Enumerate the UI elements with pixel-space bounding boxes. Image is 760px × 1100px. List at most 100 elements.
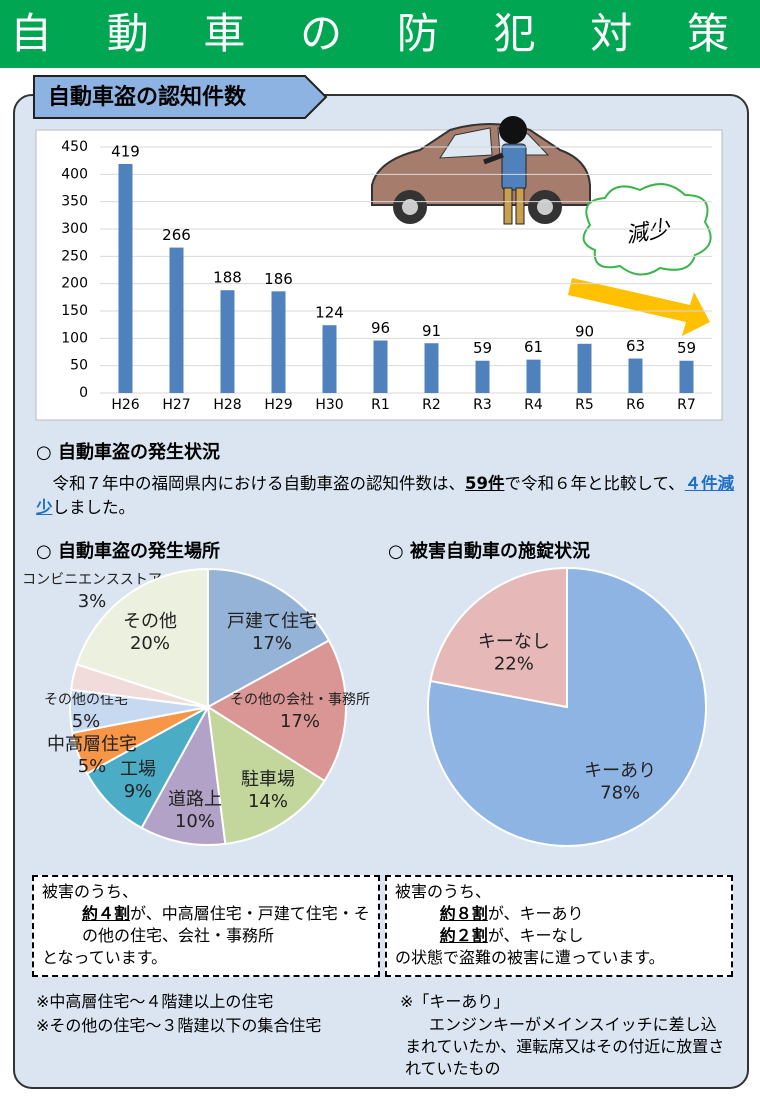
data-label: 419 xyxy=(111,142,140,160)
emphasis: 約４割 xyxy=(82,904,131,923)
section-heading: ○ 自動車盗の発生状況 xyxy=(36,442,220,463)
bar xyxy=(118,163,133,393)
slice-value: 17% xyxy=(280,711,320,732)
slice-label: その他 xyxy=(123,611,177,632)
x-tick-label: R5 xyxy=(575,397,594,413)
car-illustration xyxy=(371,116,591,225)
note-title: ※「キーあり」 xyxy=(400,992,510,1011)
pie-slice xyxy=(207,567,331,709)
x-tick-label: H30 xyxy=(315,397,343,413)
bar xyxy=(628,358,643,393)
x-tick-label: H27 xyxy=(162,397,190,413)
slice-label: 道路上 xyxy=(168,789,222,810)
slice-value: 3% xyxy=(78,591,107,612)
box-line: 約２割が、キーなし xyxy=(395,925,723,947)
slice-label: 中高層住宅 xyxy=(47,734,137,755)
slice-value: 5% xyxy=(78,756,107,777)
text: が、キーあり xyxy=(487,904,584,923)
y-tick-label: 50 xyxy=(70,358,88,374)
slice-value: 17% xyxy=(252,633,292,654)
box-intro: 被害のうち、 xyxy=(42,882,139,901)
x-tick-label: H26 xyxy=(111,397,139,413)
status-paragraph: 令和７年中の福岡県内における自動車盗の認知件数は、59件で令和６年と比較して、４… xyxy=(36,472,736,520)
slice-value: 10% xyxy=(175,811,215,832)
slice-label: その他の会社・事務所 xyxy=(230,692,370,708)
text: 令和７年中の福岡県内における自動車盗の認知件数は、 xyxy=(52,474,466,493)
x-tick-label: H28 xyxy=(213,397,241,413)
y-tick-label: 300 xyxy=(61,221,88,237)
slice-label: 戸建て住宅 xyxy=(227,611,317,632)
bar xyxy=(526,359,541,393)
x-tick-label: R3 xyxy=(473,397,492,413)
bar xyxy=(373,340,388,393)
bar xyxy=(679,360,694,393)
slice-label: その他の住宅 xyxy=(44,692,128,708)
emphasis: 59件 xyxy=(465,474,505,493)
text: が、キーなし xyxy=(487,926,584,945)
slice-value: 78% xyxy=(600,782,640,803)
x-tick-label: R7 xyxy=(677,397,696,413)
y-tick-label: 150 xyxy=(61,303,88,319)
x-tick-label: R2 xyxy=(422,397,441,413)
slice-value: 5% xyxy=(72,711,101,732)
y-tick-label: 250 xyxy=(61,248,88,264)
bar xyxy=(424,343,439,393)
summary-box: 被害のうち、 約４割が、中高層住宅・戸建て住宅・その他の住宅、会社・事務所 とな… xyxy=(32,875,380,977)
x-tick-label: H29 xyxy=(264,397,292,413)
data-label: 96 xyxy=(371,319,390,337)
data-label: 61 xyxy=(524,338,543,356)
emphasis: ４件減少 xyxy=(36,474,735,517)
arrow xyxy=(568,278,710,336)
pie-slice xyxy=(140,703,227,846)
data-label: 59 xyxy=(677,339,696,357)
note-text: エンジンキーがメインスイッチに差し込まれていたか、運転席又はその付近に放置されて… xyxy=(405,1015,725,1078)
data-label: 90 xyxy=(575,322,594,340)
slice-label: 駐車場 xyxy=(241,769,295,790)
box-line: 約８割が、キーあり xyxy=(395,903,723,925)
text: で令和６年と比較して、 xyxy=(504,474,685,493)
page-title: 自動車の防犯対策 xyxy=(10,9,750,58)
box-intro: 被害のうち、 xyxy=(395,882,492,901)
y-tick-label: 450 xyxy=(61,139,88,155)
bar xyxy=(322,325,337,393)
box-outro: となっています。 xyxy=(42,948,168,967)
y-tick-label: 350 xyxy=(61,194,88,210)
bar xyxy=(577,343,592,393)
bar xyxy=(169,247,184,393)
data-label: 59 xyxy=(473,339,492,357)
note: ※中高層住宅～４階建以上の住宅 xyxy=(36,992,274,1011)
text: が、中高層住宅・戸建て住宅・その他の住宅、会社・事務所 xyxy=(82,904,370,945)
slice-value: 22% xyxy=(494,654,534,675)
bar xyxy=(220,290,235,393)
pie-slice xyxy=(429,566,568,709)
pie-title: ○ 被害自動車の施錠状況 xyxy=(388,541,590,562)
pie-title: ○ 自動車盗の発生場所 xyxy=(36,541,220,562)
data-label: 266 xyxy=(162,226,191,244)
bar xyxy=(475,360,490,393)
box-outro: の状態で盗難の被害に遭っています。 xyxy=(395,948,665,967)
x-tick-label: R4 xyxy=(524,397,543,413)
slice-label: コンビニエンスストア xyxy=(22,572,162,588)
pie-slice xyxy=(75,567,209,709)
pie-slice xyxy=(206,705,326,846)
x-tick-label: R1 xyxy=(371,397,390,413)
data-label: 188 xyxy=(213,269,242,287)
summary-box: 被害のうち、 約８割が、キーあり 約２割が、キーなし の状態で盗難の被害に遭って… xyxy=(385,875,733,977)
tab xyxy=(33,75,328,119)
y-tick-label: 200 xyxy=(61,276,88,292)
box-text: 約４割が、中高層住宅・戸建て住宅・その他の住宅、会社・事務所 xyxy=(42,903,370,947)
data-label: 124 xyxy=(315,304,344,322)
data-label: 186 xyxy=(264,270,293,288)
tab-title: 自動車盗の認知件数 xyxy=(48,84,247,110)
emphasis: 約２割 xyxy=(439,926,488,945)
pie-slice xyxy=(206,639,347,783)
slice-label: キーなし xyxy=(478,632,550,653)
slice-value: 9% xyxy=(124,781,153,802)
data-label: 63 xyxy=(626,337,645,355)
bar xyxy=(271,291,286,393)
x-tick-label: R6 xyxy=(626,397,645,413)
y-tick-label: 100 xyxy=(61,330,88,346)
note: ※その他の住宅～３階建以下の集合住宅 xyxy=(36,1016,322,1035)
